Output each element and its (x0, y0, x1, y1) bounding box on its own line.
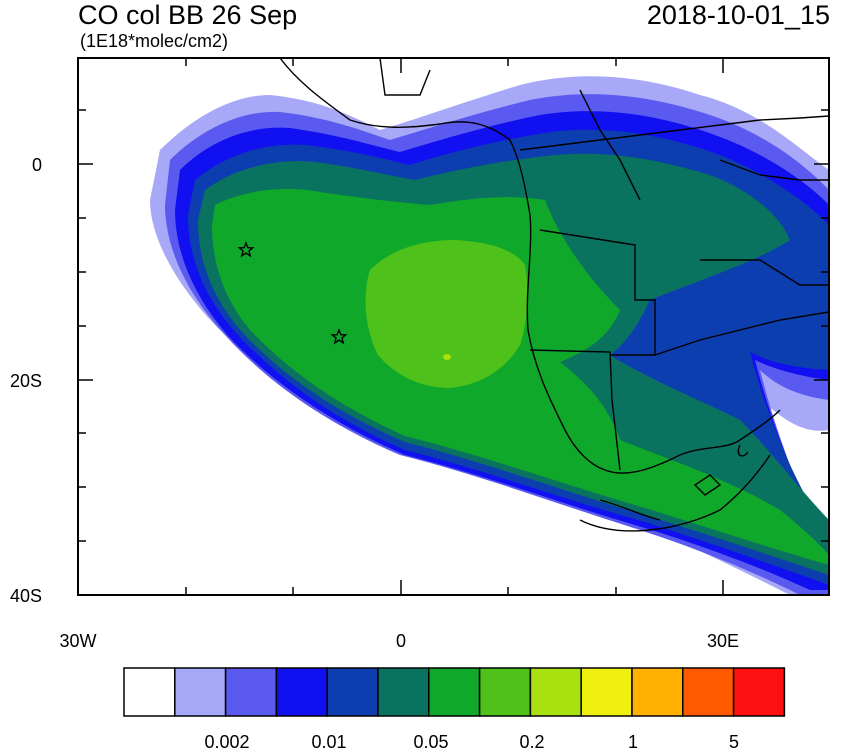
x-tick-label: 30W (59, 631, 96, 651)
contour-level-6 (212, 188, 829, 565)
colorbar-box (123, 667, 176, 717)
colorbar-label: 1 (628, 732, 638, 750)
colorbar-box (732, 667, 786, 717)
star-marker-west (237, 241, 255, 258)
x-tick-label: 0 (396, 631, 406, 651)
colorbar-label: 0.05 (413, 732, 448, 750)
axis-ticks (78, 58, 829, 596)
colorbar-box (580, 667, 633, 717)
concentration-field (150, 58, 829, 595)
map-title: CO col BB 26 Sep (78, 0, 298, 30)
coastlines (279, 58, 829, 532)
colorbar-box (326, 667, 379, 717)
units-label: (1E18*molec/cm2) (80, 31, 229, 51)
colorbar (123, 667, 786, 717)
colorbar-box (377, 667, 430, 717)
colorbar-box (631, 667, 684, 717)
colorbar-box (682, 667, 735, 717)
colorbar-box (224, 667, 278, 717)
colorbar-box (478, 667, 532, 717)
star-marker-east (330, 328, 348, 345)
colorbar-box (275, 667, 328, 717)
contour-level-8 (443, 354, 451, 360)
colorbar-box (174, 667, 227, 717)
colorbar-box (428, 667, 481, 717)
colorbar-box (529, 667, 582, 717)
datetime-label: 2018-10-01_15 (646, 0, 830, 30)
y-tick-label: 20S (10, 371, 42, 391)
x-tick-label: 30E (707, 631, 739, 651)
colorbar-label: 0.002 (204, 732, 249, 750)
colorbar-labels: 0.002 0.01 0.05 0.2 1 5 (204, 732, 739, 750)
colorbar-label: 0.2 (519, 732, 544, 750)
contour-level-7 (365, 240, 528, 388)
y-tick-label: 40S (10, 586, 42, 606)
y-tick-label: 0 (32, 155, 42, 175)
colorbar-label: 5 (729, 732, 739, 750)
colorbar-label: 0.01 (311, 732, 346, 750)
